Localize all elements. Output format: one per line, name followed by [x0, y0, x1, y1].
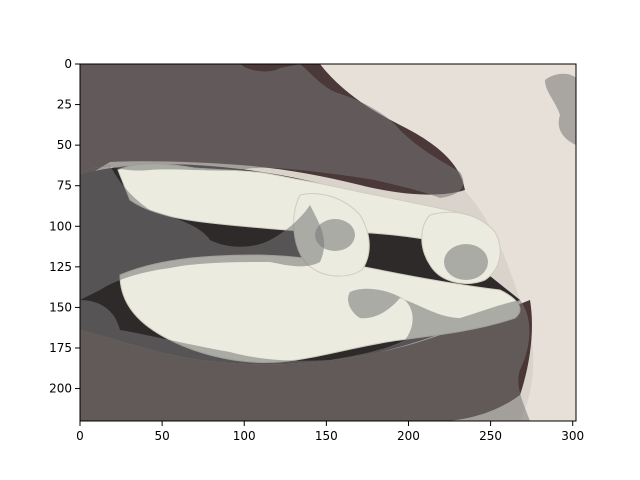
overlay-region-left	[80, 165, 325, 300]
plot-image	[80, 64, 576, 421]
x-tick-label: 250	[479, 429, 502, 443]
x-tick-label: 100	[233, 429, 256, 443]
y-tick-label: 50	[57, 138, 72, 152]
overlay-region-right	[545, 73, 576, 145]
x-tick-label: 200	[397, 429, 420, 443]
y-axis: 0 25 50 75 100 125 150 175 200	[49, 57, 80, 396]
x-tick-label: 0	[76, 429, 84, 443]
x-tick-label: 50	[154, 429, 169, 443]
x-tick-label: 300	[561, 429, 584, 443]
segmentation-overlay	[80, 64, 576, 421]
y-tick-label: 125	[49, 260, 72, 274]
y-tick-label: 75	[57, 179, 72, 193]
x-axis: 0 50 100 150 200 250 300	[76, 421, 584, 443]
overlay-hole-2	[444, 244, 488, 280]
overlay-region-upper	[80, 64, 464, 198]
skin-region	[300, 64, 576, 421]
y-tick-label: 0	[64, 57, 72, 71]
y-tick-label: 175	[49, 341, 72, 355]
overlay-hole-1	[315, 219, 355, 251]
y-tick-label: 100	[49, 219, 72, 233]
x-tick-label: 150	[315, 429, 338, 443]
y-tick-label: 150	[49, 300, 72, 314]
y-tick-label: 200	[49, 382, 72, 396]
axes-frame	[79, 63, 577, 422]
overlay-region-lower	[80, 288, 530, 421]
y-tick-label: 25	[57, 98, 72, 112]
